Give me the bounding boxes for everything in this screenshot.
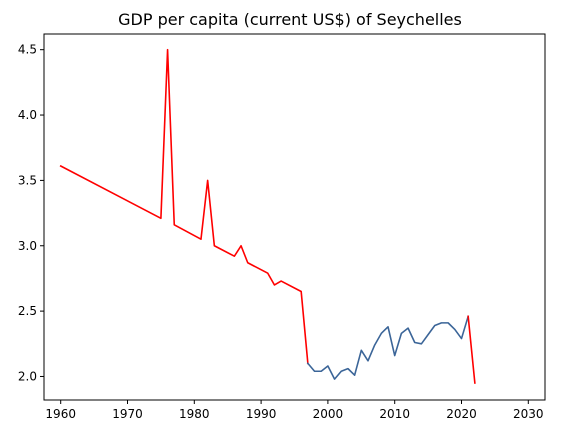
plot-area: 1960 1970 1980 1990 2000 2010 2020 2030 2.0 2.5 3.… (18, 33, 546, 421)
series-line-2 (467, 315, 476, 384)
y-tick-label-4: 4.0 (18, 108, 37, 122)
y-tick-label-4.5: 4.5 (18, 43, 37, 57)
series-line-1 (306, 315, 470, 380)
x-tick-label-1960: 1960 (45, 407, 76, 421)
x-tick-label-1990: 1990 (246, 407, 277, 421)
series-line-0 (59, 48, 309, 365)
y-tick-label-2.5: 2.5 (18, 304, 37, 318)
y-tick-label-2: 2.0 (18, 369, 37, 383)
x-tick-label-2020: 2020 (446, 407, 477, 421)
y-tick-label-3: 3.0 (18, 239, 37, 253)
y-tick-label-3.5: 3.5 (18, 173, 37, 187)
x-tick-label-1980: 1980 (179, 407, 210, 421)
x-tick-label-1970: 1970 (112, 407, 143, 421)
x-tick-label-2030: 2030 (513, 407, 544, 421)
x-tick-label-2000: 2000 (313, 407, 344, 421)
x-tick-label-2010: 2010 (379, 407, 410, 421)
axes-frame (43, 33, 546, 401)
chart-title: GDP per capita (current US$) of Seychell… (118, 10, 462, 29)
